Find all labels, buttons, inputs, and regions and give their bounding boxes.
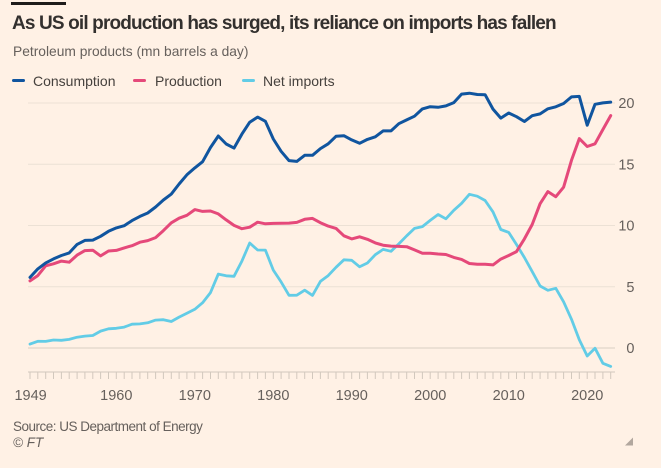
svg-text:5: 5	[626, 280, 634, 296]
svg-text:0: 0	[626, 341, 634, 357]
svg-text:2020: 2020	[571, 388, 603, 404]
svg-text:20: 20	[618, 96, 634, 112]
svg-text:1960: 1960	[100, 388, 132, 404]
svg-text:2010: 2010	[493, 388, 525, 404]
svg-text:1970: 1970	[179, 388, 211, 404]
svg-text:10: 10	[618, 219, 634, 235]
svg-text:2000: 2000	[414, 388, 446, 404]
svg-text:1949: 1949	[14, 388, 46, 404]
svg-text:1980: 1980	[257, 388, 289, 404]
svg-text:15: 15	[618, 157, 634, 173]
svg-text:1990: 1990	[336, 388, 368, 404]
